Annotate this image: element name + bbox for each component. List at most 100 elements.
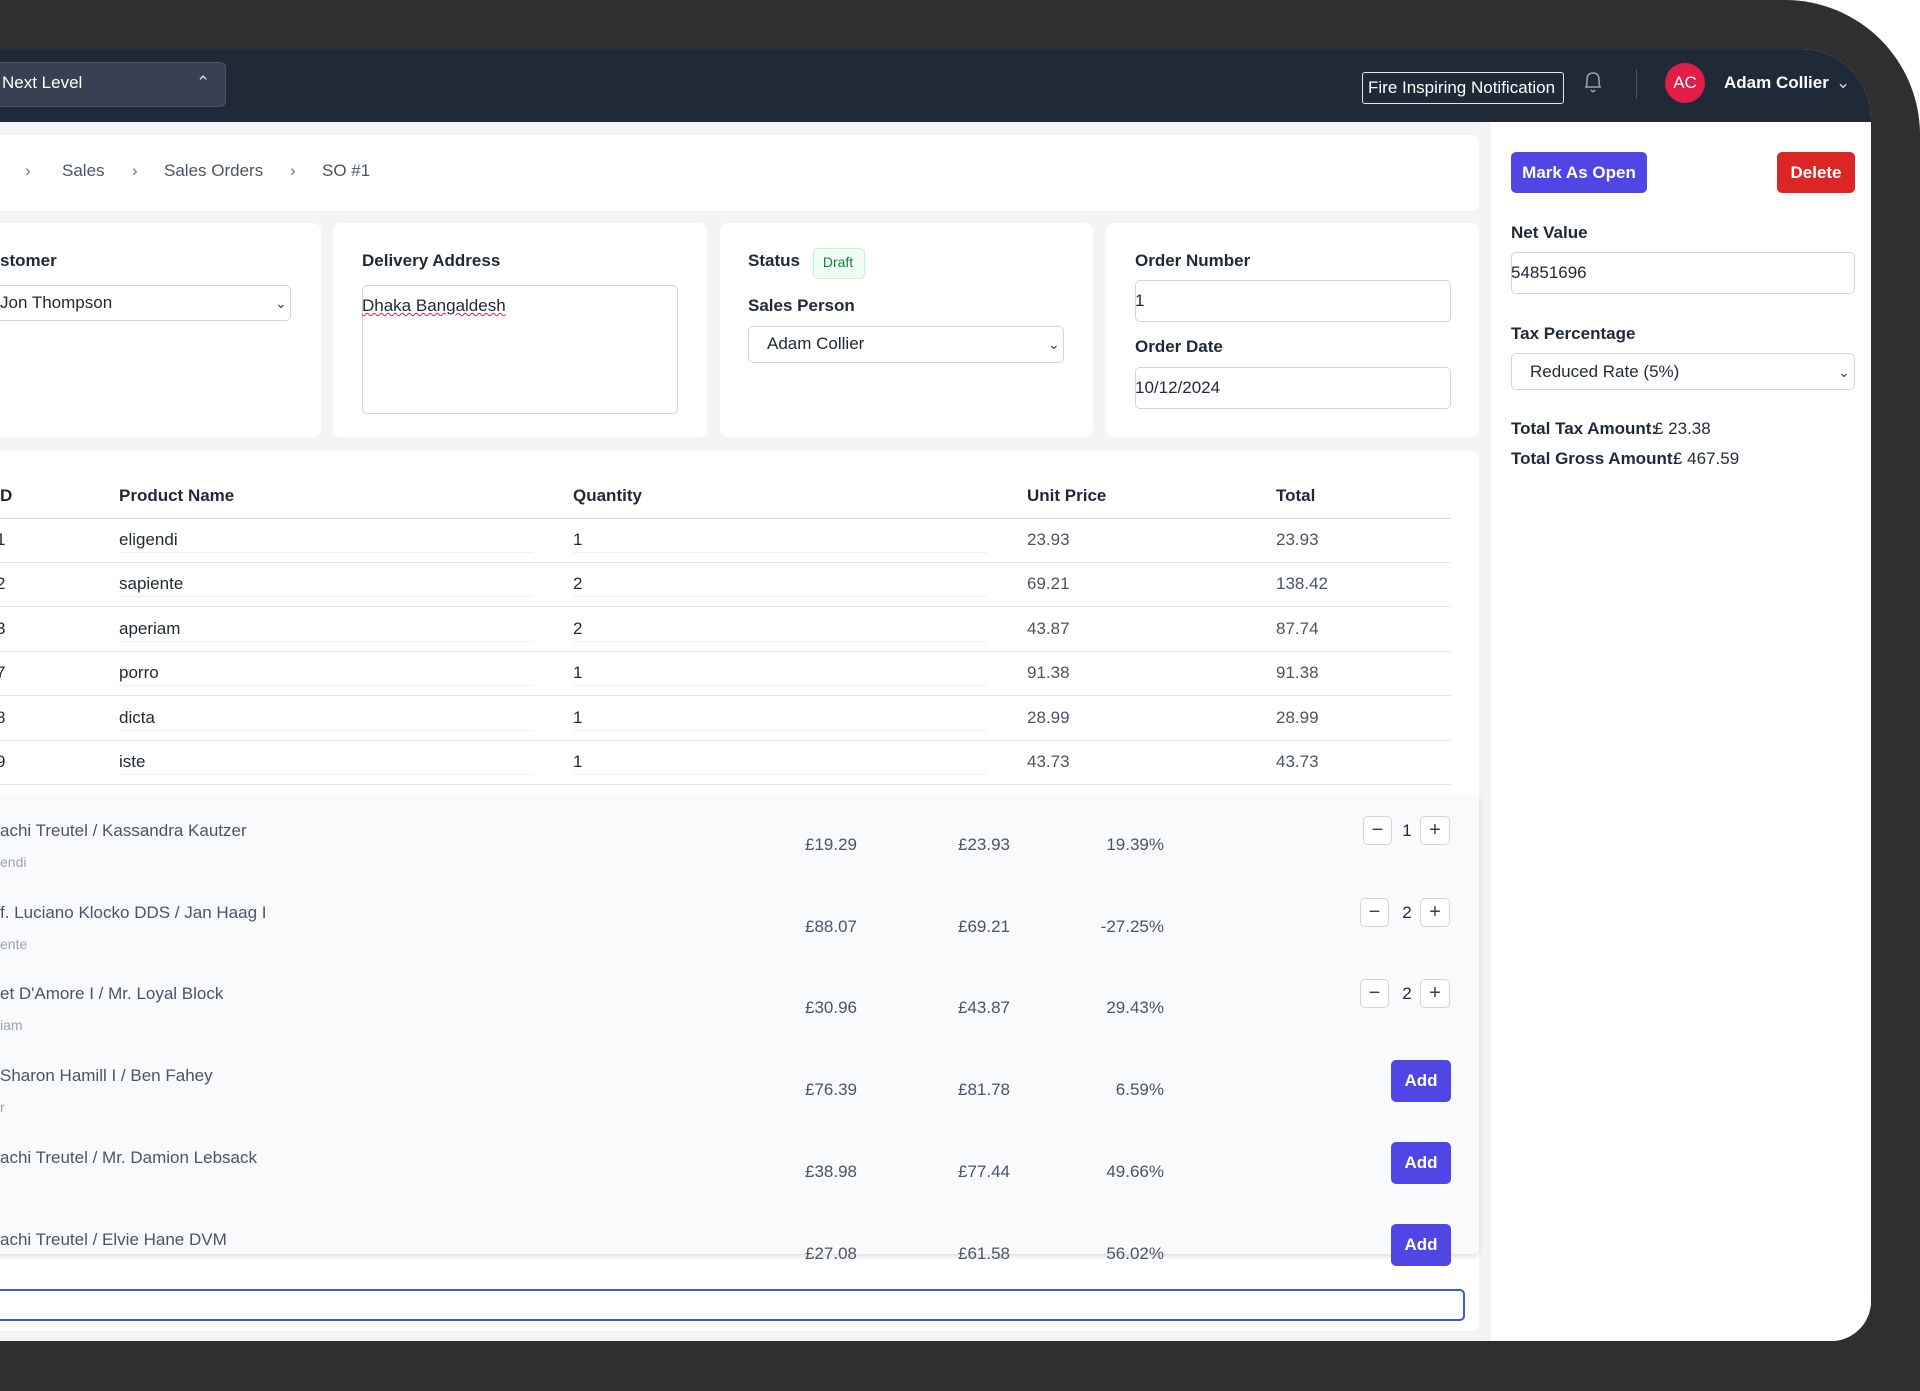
qty-plus[interactable]: +: [1420, 897, 1450, 927]
row-divider: [0, 606, 1451, 608]
product-name[interactable]: achi Treutel / Elvie Hane DVM: [0, 1229, 227, 1249]
cell-underline: [573, 685, 987, 687]
table-header: D: [0, 486, 13, 505]
avatar[interactable]: [1665, 63, 1705, 103]
qty-plus[interactable]: +: [1420, 979, 1450, 1009]
table-cell: aperiam: [119, 618, 181, 638]
table-cell: dicta: [119, 707, 155, 727]
table-cell: 138.42: [1276, 574, 1328, 594]
status-badge: [813, 248, 865, 279]
add-button[interactable]: Add: [1391, 1060, 1451, 1103]
product-name[interactable]: achi Treutel / Mr. Damion Lebsack: [0, 1147, 258, 1167]
cell-underline: [573, 552, 987, 553]
search-input[interactable]: [0, 1289, 1465, 1321]
add-button[interactable]: Add: [1391, 1141, 1451, 1184]
qty-plus[interactable]: +: [1420, 816, 1450, 845]
product-price: £81.78: [958, 1080, 1010, 1100]
mark-open-button[interactable]: Mark As Open: [1511, 152, 1647, 193]
table-cell: 7: [0, 663, 6, 683]
product-sub: r: [0, 1099, 5, 1116]
product-list: [0, 796, 1479, 1254]
breadcrumb-separator: ›: [290, 161, 296, 180]
row-divider: [0, 650, 1451, 652]
row-divider: [0, 739, 1451, 741]
table-cell: 8: [0, 707, 6, 727]
table-cell: 1: [573, 752, 583, 771]
order-number-input[interactable]: [1135, 280, 1451, 322]
delete-button[interactable]: Delete: [1777, 152, 1855, 193]
qty-minus[interactable]: −: [1360, 897, 1389, 927]
cell-underline: [119, 552, 533, 553]
cell-underline: [573, 640, 987, 642]
order-date-label: Order Date: [1135, 337, 1223, 356]
qty-minus[interactable]: −: [1363, 816, 1392, 845]
order-date-input[interactable]: [1135, 367, 1451, 409]
cell-underline: [119, 640, 533, 642]
breadcrumb-item[interactable]: Sales Orders: [164, 161, 264, 180]
product-sub: ente: [0, 935, 28, 952]
qty-value: 2: [1402, 984, 1412, 1004]
product-cost: £76.39: [805, 1080, 857, 1100]
product-name[interactable]: et D'Amore I / Mr. Loyal Block: [0, 984, 224, 1004]
screen: Next Level ⌃ Fire Inspiring Notification…: [0, 49, 1871, 1341]
breadcrumb-item[interactable]: Sales: [62, 161, 105, 180]
table-cell: 87.74: [1276, 618, 1319, 638]
status-value: Draft: [822, 254, 854, 270]
product-price: £61.58: [958, 1243, 1010, 1263]
cell-underline: [119, 685, 533, 687]
status-label: Status: [748, 251, 800, 270]
product-margin: 49.66%: [1106, 1161, 1164, 1181]
product-margin: 19.39%: [1106, 835, 1164, 854]
select-chevron: ⌄: [1838, 364, 1850, 380]
divider: [1636, 69, 1637, 99]
table-cell: 9: [0, 752, 6, 771]
product-cost: £27.08: [805, 1243, 857, 1263]
table-cell: 23.93: [1276, 530, 1319, 549]
total-gross: £ 467.59: [1673, 449, 1740, 468]
table-cell: 91.38: [1027, 663, 1070, 683]
product-cost: £38.98: [805, 1161, 857, 1181]
table-header: Product Name: [119, 486, 235, 505]
select-chevron: ⌄: [275, 295, 287, 311]
qty-value: 2: [1402, 902, 1412, 922]
product-name[interactable]: achi Treutel / Kassandra Kautzer: [0, 821, 247, 840]
tax-select[interactable]: [1511, 353, 1855, 390]
order-date-value: 10/12/2024: [1135, 378, 1221, 397]
table-cell: 43.73: [1276, 752, 1319, 771]
cell-underline: [119, 774, 533, 775]
user-name[interactable]: Adam Collier: [1724, 73, 1829, 92]
product-sub: endi: [0, 854, 27, 870]
product-margin: 29.43%: [1106, 998, 1164, 1018]
tax-label: Tax Percentage: [1511, 324, 1636, 343]
notify-button[interactable]: [1362, 72, 1564, 104]
bell-icon[interactable]: [1582, 69, 1604, 95]
qty-minus[interactable]: −: [1360, 979, 1389, 1009]
table-header: Unit Price: [1027, 486, 1107, 505]
sales-person-label: Sales Person: [748, 296, 855, 315]
product-name[interactable]: f. Luciano Klocko DDS / Jan Haag I: [0, 902, 267, 922]
table-cell: 43.73: [1027, 752, 1070, 771]
breadcrumb-separator: ›: [25, 161, 31, 180]
table-cell: sapiente: [119, 574, 184, 594]
user-chevron: ⌄: [1836, 73, 1851, 92]
customer-value: Jon Thompson: [0, 293, 113, 312]
table-cell: 1: [573, 530, 583, 549]
sales-person-select[interactable]: [748, 326, 1064, 363]
product-sub: iam: [0, 1017, 23, 1034]
product-name[interactable]: Sharon Hamill I / Ben Fahey: [0, 1066, 213, 1086]
select-chevron: ⌄: [1048, 336, 1060, 352]
product-cost: £19.29: [805, 835, 857, 854]
net-value-input[interactable]: [1511, 252, 1855, 294]
customer-card: [0, 223, 321, 437]
table-cell: iste: [119, 752, 146, 771]
address-input[interactable]: [362, 285, 678, 414]
table-cell: 69.21: [1027, 574, 1070, 594]
table-cell: 1: [573, 707, 583, 727]
notify-text: Fire Inspiring Notification: [1368, 78, 1556, 97]
add-button[interactable]: Add: [1391, 1223, 1451, 1266]
table-cell: eligendi: [119, 530, 178, 549]
team-selector[interactable]: [0, 62, 226, 107]
address-value: Dhaka Bangaldesh: [362, 296, 506, 315]
customer-select[interactable]: [0, 285, 291, 321]
